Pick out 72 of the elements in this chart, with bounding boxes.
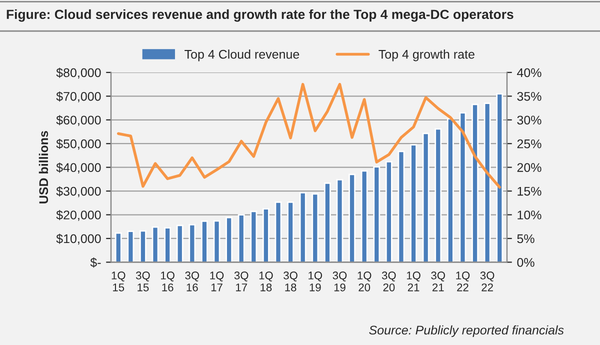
y-tick-label: $20,000 <box>56 210 101 221</box>
bar <box>164 227 172 262</box>
bar <box>201 220 208 262</box>
x-tick-label: 1Q 17 <box>210 272 224 292</box>
y-tick-label: $10,000 <box>56 234 101 245</box>
legend-label: Top 4 Cloud revenue <box>184 50 300 62</box>
x-tick-label: 1Q 16 <box>161 272 174 292</box>
bar <box>484 102 491 262</box>
y2-tick-label: 5% <box>517 234 534 244</box>
bar <box>472 104 478 262</box>
bar <box>287 201 294 262</box>
bar <box>324 182 331 262</box>
bar <box>410 144 417 262</box>
x-tick-label: 3Q 17 <box>234 272 248 292</box>
y-tick-label: $- <box>90 257 101 268</box>
bar <box>385 160 392 262</box>
y2-tick-label: 35% <box>517 92 542 101</box>
y2-tick-label: 25% <box>517 139 542 148</box>
x-tick-label: 1Q 19 <box>308 272 322 292</box>
bar <box>348 174 356 262</box>
y2-tick-label: 30% <box>517 116 542 125</box>
bar <box>496 93 504 262</box>
bar <box>336 178 344 262</box>
x-tick-label: 1Q 21 <box>406 272 420 292</box>
bar <box>238 214 245 262</box>
bar <box>127 230 134 262</box>
bar <box>422 132 430 262</box>
source-note: Source: Publicly reported financials <box>369 325 564 338</box>
bar <box>434 128 442 262</box>
x-tick-label: 1Q 18 <box>259 272 273 292</box>
x-tick-label: 1Q 15 <box>112 272 126 292</box>
bar <box>250 210 258 262</box>
x-tick-label: 3Q 21 <box>431 272 446 292</box>
bar <box>299 192 306 262</box>
bar <box>140 230 146 262</box>
y2-tick-label: 40% <box>517 68 542 78</box>
y-tick-label: $80,000 <box>56 68 101 79</box>
y-tick-label: $50,000 <box>56 138 101 150</box>
bar <box>226 216 233 262</box>
y2-tick-label: 10% <box>518 210 542 220</box>
x-tick-label: 3Q 19 <box>332 272 347 292</box>
bar <box>373 166 380 262</box>
x-tick-label: 3Q 20 <box>382 272 396 292</box>
bar <box>114 232 122 262</box>
x-tick-label: 3Q 22 <box>480 272 494 292</box>
y2-tick-label: 0% <box>517 258 534 267</box>
x-tick-label: 3Q 15 <box>136 272 150 292</box>
bar <box>213 220 220 262</box>
bar <box>312 193 319 262</box>
y-tick-label: $40,000 <box>56 162 101 174</box>
x-tick-label: 3Q 16 <box>185 272 200 292</box>
line-series <box>116 82 502 189</box>
y-tick-label: $60,000 <box>56 115 101 126</box>
y2-tick-label: 20% <box>517 163 542 172</box>
x-tick-label: 1Q 20 <box>358 272 372 292</box>
bar <box>360 170 368 262</box>
x-tick-label: 1Q 22 <box>456 272 470 292</box>
bar <box>152 226 159 262</box>
y-tick-label: $70,000 <box>56 91 101 102</box>
x-tick-label: 3Q 18 <box>284 272 298 292</box>
y-tick-label: $30,000 <box>56 186 101 198</box>
bar <box>274 201 282 262</box>
bar <box>398 150 405 262</box>
bar <box>176 224 184 262</box>
bar <box>459 112 466 262</box>
legend-label: Top 4 growth rate <box>378 50 474 62</box>
bar <box>446 118 454 262</box>
chart-title: Figure: Cloud services revenue and growth rate for the Top 4 mega-DC operators <box>6 9 514 22</box>
bar <box>262 208 270 262</box>
bar <box>188 224 196 262</box>
y-axis-title: USD billions <box>38 131 48 204</box>
y2-tick-label: 15% <box>518 186 542 196</box>
